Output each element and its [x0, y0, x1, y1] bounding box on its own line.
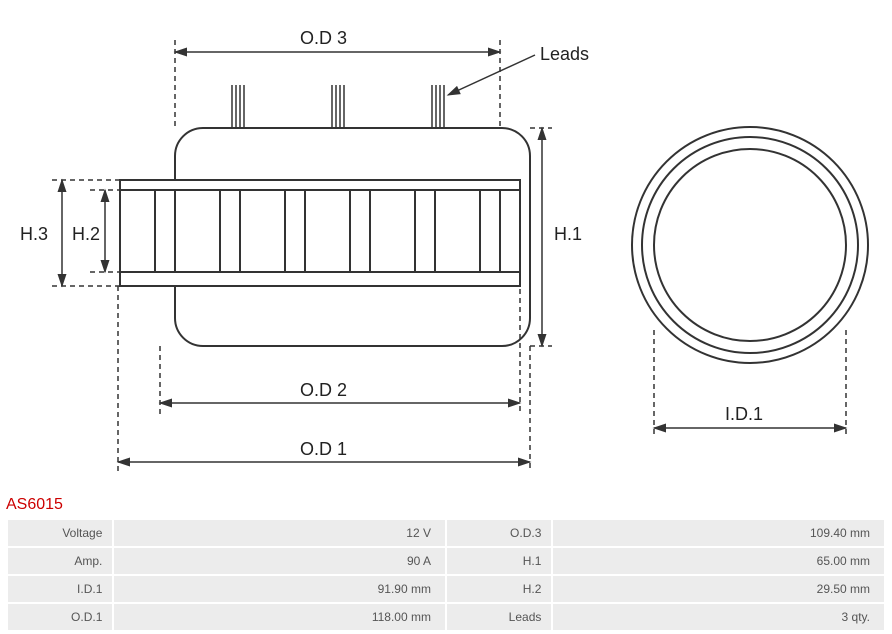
spec-label: Amp.: [8, 548, 112, 574]
spec-value: 29.50 mm: [553, 576, 884, 602]
spec-label: O.D.1: [8, 604, 112, 630]
table-row: Amp.90 AH.165.00 mm: [8, 548, 884, 574]
lead-2: [332, 85, 344, 128]
spec-value: 91.90 mm: [114, 576, 445, 602]
coil-cap-bottom: [120, 272, 520, 286]
label-id1: I.D.1: [725, 404, 763, 424]
label-h1: H.1: [554, 224, 582, 244]
spec-value: 3 qty.: [553, 604, 884, 630]
top-view: [632, 127, 868, 363]
spec-label: Voltage: [8, 520, 112, 546]
table-row: I.D.191.90 mmH.229.50 mm: [8, 576, 884, 602]
leads-pointer: [448, 55, 535, 95]
label-leads: Leads: [540, 44, 589, 64]
spec-value: 12 V: [114, 520, 445, 546]
product-code: AS6015: [6, 496, 63, 514]
spec-label: H.1: [447, 548, 551, 574]
coil-band: [120, 190, 520, 272]
spec-value: 109.40 mm: [553, 520, 884, 546]
spec-value: 90 A: [114, 548, 445, 574]
label-h2: H.2: [72, 224, 100, 244]
leads-group: [232, 85, 444, 128]
spec-value: 118.00 mm: [114, 604, 445, 630]
lead-1: [232, 85, 244, 128]
coil-cap-top: [120, 180, 520, 190]
table-row: Voltage12 VO.D.3109.40 mm: [8, 520, 884, 546]
spec-label: H.2: [447, 576, 551, 602]
technical-drawing: O.D 3 Leads H.1 H.2 H.3 O.D 2 O.D 1 I.D.…: [0, 0, 892, 500]
diagram-area: O.D 3 Leads H.1 H.2 H.3 O.D 2 O.D 1 I.D.…: [0, 0, 892, 500]
lead-3: [432, 85, 444, 128]
label-od3: O.D 3: [300, 28, 347, 48]
label-h3: H.3: [20, 224, 48, 244]
spec-value: 65.00 mm: [553, 548, 884, 574]
label-od1: O.D 1: [300, 439, 347, 459]
table-row: O.D.1118.00 mmLeads3 qty.: [8, 604, 884, 630]
spec-label: O.D.3: [447, 520, 551, 546]
spec-table: Voltage12 VO.D.3109.40 mmAmp.90 AH.165.0…: [6, 518, 886, 632]
label-od2: O.D 2: [300, 380, 347, 400]
spec-label: I.D.1: [8, 576, 112, 602]
spec-label: Leads: [447, 604, 551, 630]
